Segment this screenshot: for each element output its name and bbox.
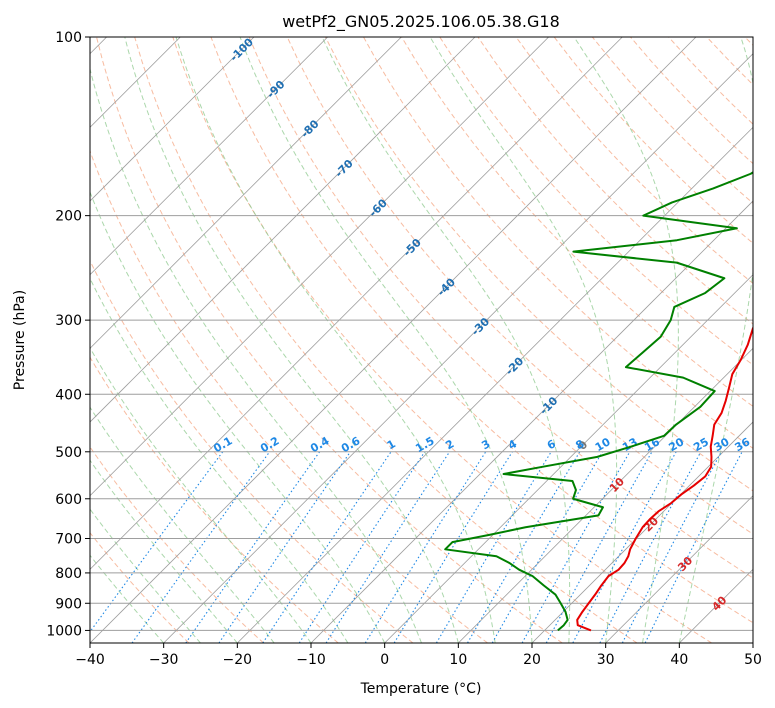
x-tick-label: −30 [149,652,179,668]
pressure-grid [90,37,753,631]
isotherm-line [90,37,402,349]
isotherm-line [237,126,753,643]
x-tick-label: 0 [380,652,389,668]
y-tick-label: 800 [55,566,82,582]
x-tick-label: 30 [597,652,615,668]
plot-frame [89,36,754,644]
isotherm-line [90,37,476,423]
isotherm-line [90,37,697,643]
x-axis-label: Temperature (°C) [360,681,482,697]
dry-adiabat [90,149,488,643]
dry-adiabat [248,37,753,579]
dry-adiabat [210,37,753,624]
isotherm-line [90,37,623,570]
isotherm-line [458,347,753,643]
moist-adiabat [321,37,571,643]
temperature-profile-line [576,325,753,632]
mixing-ratio-line [131,451,271,643]
mixing-ratio-line [599,451,702,643]
y-tick-label: 900 [55,596,82,612]
isotherm-line [90,37,328,276]
y-axis-ticks: 1000 900 800 700 600 500 400 300 200 100 [46,30,90,639]
dry-adiabat [96,37,563,643]
background-lines [90,37,753,643]
moist-adiabat [429,37,618,643]
dry-adiabat [324,37,753,492]
y-tick-label: 500 [55,445,82,461]
isotherm-line [310,200,753,643]
moist-adiabat [90,190,386,643]
dry-adiabat [515,37,753,285]
dry-adiabat [90,356,339,643]
y-axis-label: Pressure (hPa) [12,290,28,390]
mixing-ratio-line [644,451,743,643]
dry-adiabat [172,37,713,643]
profile-lines [444,171,753,632]
y-tick-label: 700 [55,532,82,548]
y-tick-label: 200 [55,209,82,225]
mixing-ratio-line [435,451,552,643]
moist-adiabat [573,37,679,643]
x-tick-label: −40 [75,652,105,668]
dry-adiabat [90,531,190,643]
mixing-ratio-line [325,451,451,643]
y-tick-label: 1000 [46,623,82,639]
dry-adiabat [90,446,264,643]
x-tick-label: 40 [670,652,688,668]
y-tick-label: 100 [55,30,82,46]
mixing-ratio-line [521,451,631,643]
mixing-ratio-line [90,451,224,633]
dry-adiabat [401,37,753,407]
x-tick-label: 10 [449,652,467,668]
isotherm-line [90,37,255,202]
dry-adiabat [439,37,753,366]
moist-adiabat [90,406,275,643]
x-tick-label: 20 [523,652,541,668]
isotherm-line [163,53,753,643]
chart-title: wetPf2_GN05.2025.106.05.38.G18 [282,12,560,32]
isotherm-line [384,274,753,643]
mixing-ratio-line [218,451,351,643]
y-tick-label: 400 [55,387,82,403]
moist-adiabat [175,37,496,643]
moist-adiabat [678,37,753,643]
isotherm-line [605,495,753,643]
dewpoint-profile-line [444,171,753,632]
x-tick-label: 50 [744,652,762,668]
y-tick-label: 600 [55,492,82,508]
mixing-ratio-line [298,451,426,643]
mixing-ratio-line [364,451,487,643]
x-tick-label: −10 [296,652,326,668]
x-axis-ticks: −40 −30 −20 −10 0 10 20 30 40 50 [75,643,762,668]
moist-adiabat [124,37,459,643]
moist-adiabat [239,37,533,643]
mixing-ratio-line [262,451,392,643]
y-tick-label: 300 [55,313,82,329]
moist-adiabat [90,459,238,643]
isotherm-line [90,37,549,497]
mixing-ratio-line [185,451,321,643]
mixing-ratio-line [572,451,677,643]
mixing-ratio-line [545,451,653,643]
dry-adiabat [134,37,638,643]
moist-adiabat [90,277,349,643]
x-tick-label: −20 [223,652,253,668]
